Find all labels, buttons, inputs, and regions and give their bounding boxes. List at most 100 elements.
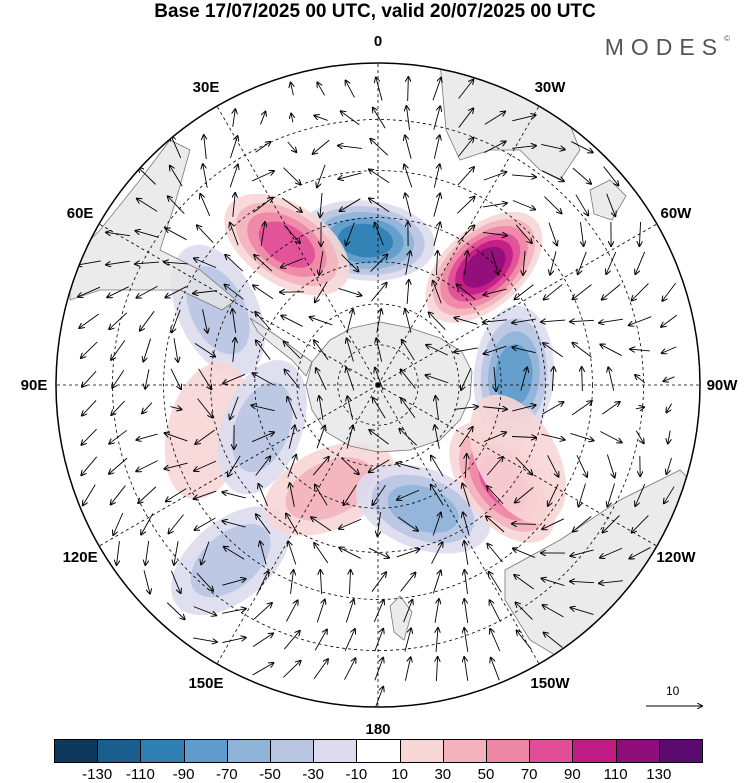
wind-arrow	[338, 172, 362, 179]
wind-arrow	[570, 320, 595, 321]
wind-arrow	[197, 225, 214, 244]
wind-arrow	[397, 516, 418, 531]
wind-arrow	[143, 338, 152, 362]
longitude-label: 0	[374, 33, 382, 50]
wind-arrow	[405, 135, 412, 159]
wind-arrow	[138, 486, 157, 503]
wind-arrow	[255, 456, 271, 476]
wind-arrow	[370, 139, 389, 156]
wind-arrow	[338, 146, 362, 149]
wind-arrow	[517, 631, 532, 650]
colorbar-tick-label: -30	[302, 766, 325, 783]
wind-arrow	[291, 570, 294, 594]
wind-arrow	[288, 425, 295, 449]
wind-arrow	[291, 83, 294, 96]
wind-arrow	[606, 251, 617, 274]
wind-arrow	[287, 397, 298, 420]
wind-arrow	[396, 463, 420, 470]
anomaly-contour	[495, 344, 533, 407]
wind-arrow	[464, 541, 469, 565]
wind-arrow	[512, 200, 535, 210]
wind-arrow	[204, 135, 207, 159]
wind-arrow	[281, 197, 302, 212]
wind-arrow	[222, 609, 246, 614]
wind-arrow	[339, 518, 362, 528]
wind-arrow	[255, 142, 271, 153]
wind-arrow	[376, 309, 381, 333]
wind-arrow	[315, 281, 328, 303]
wind-arrow	[484, 141, 505, 153]
wind-arrow	[632, 283, 649, 300]
wind-arrow	[314, 340, 329, 360]
wind-arrow	[341, 111, 360, 126]
wind-arrow	[370, 283, 386, 302]
wind-arrow	[371, 572, 386, 592]
wind-arrow	[432, 571, 440, 594]
wind-arrow	[81, 428, 97, 445]
wind-arrow	[291, 114, 293, 123]
wind-arrow	[487, 544, 503, 563]
wind-arrow	[483, 203, 507, 208]
wind-arrow	[580, 222, 583, 246]
wind-arrow	[198, 368, 212, 389]
longitude-label: 60W	[660, 205, 692, 222]
longitude-labels: 0 30E 60E 90E 120E 150E 180 150W 120W 90W 60W 30W	[21, 33, 739, 738]
wind-arrow	[260, 112, 266, 125]
wind-arrow	[548, 483, 559, 506]
wind-arrow	[258, 484, 269, 507]
wind-arrow	[109, 312, 128, 329]
wind-arrow	[283, 661, 300, 678]
wind-arrow	[576, 454, 587, 477]
wind-arrow	[463, 512, 470, 536]
wind-arrow	[344, 484, 357, 505]
wind-arrow	[603, 166, 619, 186]
wind-arrow	[635, 375, 646, 384]
wind-arrow	[193, 291, 217, 294]
wind-arrow	[494, 367, 496, 391]
wind-arrow	[629, 547, 651, 558]
wind-arrow	[166, 602, 184, 619]
wind-arrow	[454, 407, 478, 410]
wind-arrow	[228, 455, 241, 477]
wind-arrow	[433, 193, 440, 217]
wind-arrow	[489, 572, 502, 593]
colorbar-tick-label: 70	[520, 766, 538, 783]
wind-arrow	[251, 432, 274, 443]
wind-arrow	[632, 515, 649, 532]
wind-arrow	[172, 309, 181, 332]
wind-arrow	[663, 376, 675, 381]
wind-arrow	[225, 255, 244, 272]
wind-arrow	[319, 396, 324, 420]
wind-arrow	[195, 429, 215, 444]
wind-arrow	[483, 407, 507, 409]
wind-arrow	[81, 456, 98, 475]
wind-arrow	[222, 492, 246, 499]
colorbar-tick-label: -130	[82, 766, 113, 783]
colorbar-tick-label: -10	[345, 766, 368, 783]
wind-arrow	[164, 462, 188, 469]
wind-arrow	[402, 340, 415, 361]
wind-arrow	[346, 425, 353, 449]
wind-arrow	[397, 489, 420, 499]
colorbar-swatch	[97, 739, 142, 763]
wind-arrow	[375, 223, 384, 246]
colorbar-tick-label: 130	[646, 766, 672, 783]
madagascar-landmass	[589, 179, 627, 221]
colorbar-tick-label: 110	[603, 766, 628, 783]
anomaly-contour	[337, 223, 394, 258]
wind-arrow	[570, 581, 595, 582]
wind-arrow	[145, 369, 150, 388]
colorbar-swatch	[140, 739, 185, 763]
wind-arrow	[433, 135, 439, 159]
wind-arrow	[483, 231, 507, 235]
wind-arrow	[405, 309, 412, 333]
wind-arrow	[404, 628, 411, 652]
wind-arrow	[458, 108, 473, 128]
map-border	[55, 62, 701, 708]
colorbar-swatch	[442, 739, 487, 763]
wind-arrow	[253, 285, 274, 300]
wind-arrow	[457, 167, 474, 186]
wind-arrow	[197, 398, 213, 418]
wind-arrow	[345, 600, 353, 623]
wind-arrow	[399, 429, 417, 446]
